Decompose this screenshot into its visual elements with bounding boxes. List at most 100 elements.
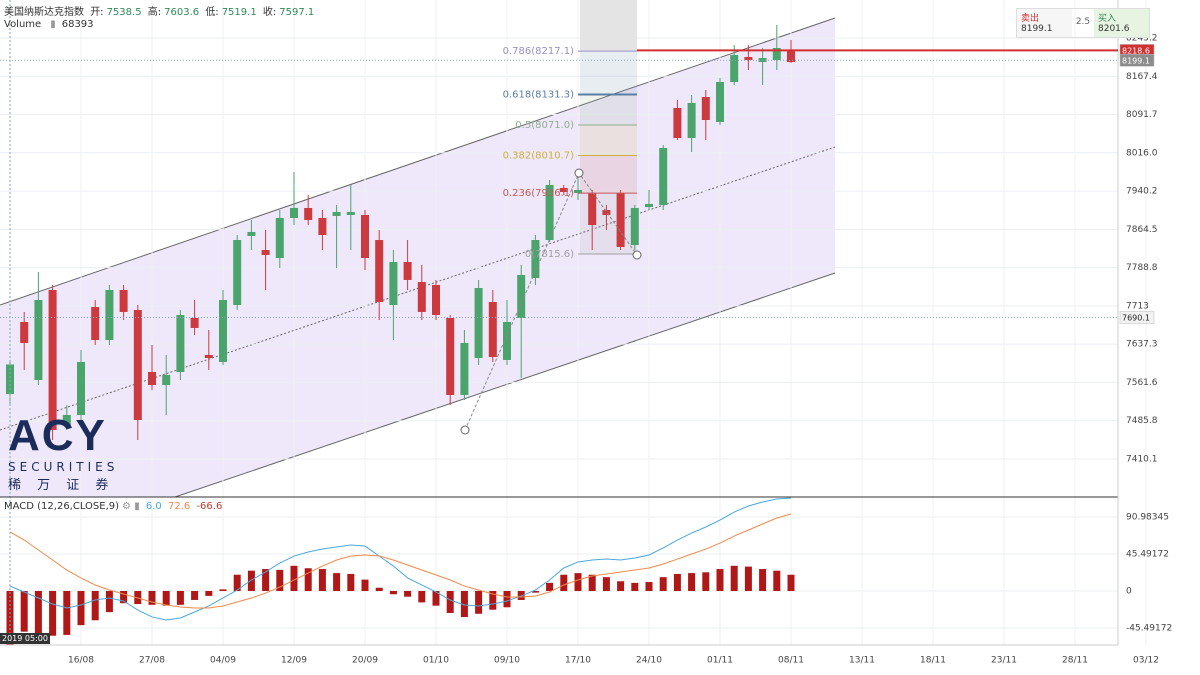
candle-body: [133, 309, 142, 420]
candle-body: [148, 371, 156, 385]
macd-histogram-bar: [418, 591, 426, 603]
candle-body: [6, 364, 14, 395]
price-tag: [1119, 311, 1155, 324]
volume-value: 68393: [61, 19, 94, 30]
candle-body: [233, 240, 242, 305]
ohlc-label: 开:: [90, 7, 104, 18]
fib-label: 0.382(8010.7): [503, 150, 575, 161]
candle-body: [659, 147, 668, 205]
y-tick-label: 7637.3: [1126, 340, 1158, 350]
candle-body: [247, 231, 256, 236]
macd-histogram-bar: [105, 591, 113, 613]
x-tick-label: 16/08: [68, 656, 94, 666]
macd-histogram-bar: [375, 587, 383, 592]
y-tick-label: 7561.6: [1126, 378, 1158, 388]
candle-body: [701, 97, 710, 121]
macd-title: MACD (12,26,CLOSE,9): [4, 501, 120, 512]
macd-histogram-bar: [574, 573, 582, 592]
sell-price: 8199.1: [1021, 24, 1053, 34]
y-tick-label: 7485.8: [1126, 416, 1158, 426]
macd-histogram-bar: [148, 591, 156, 605]
macd-histogram-bar: [560, 574, 568, 592]
fib-label: 0.618(8131.3): [503, 90, 575, 101]
macd-histogram-bar: [276, 569, 284, 592]
y-tick-label: 90.98345: [1126, 513, 1169, 523]
macd-histogram-bar: [744, 566, 752, 592]
candle-body: [219, 299, 227, 362]
macd-histogram-bar: [716, 569, 724, 592]
candle-body: [91, 307, 100, 341]
ohlc-value: 7519.1: [221, 7, 257, 18]
macd-histogram-bar: [304, 568, 312, 592]
ohlc-label: 高:: [147, 7, 162, 18]
macd-histogram-bar: [290, 565, 298, 592]
macd-histogram-bar: [631, 582, 639, 592]
icon[interactable]: ▮: [50, 19, 56, 30]
x-tick-label: 17/10: [565, 656, 591, 666]
candle-body: [304, 207, 313, 221]
candle-body: [275, 217, 284, 258]
candle-body: [630, 207, 639, 246]
candle-body: [261, 250, 270, 255]
y-tick-label: 45.49172: [1126, 550, 1169, 560]
candle-body: [204, 354, 213, 358]
y-tick-label: 8091.7: [1126, 110, 1158, 120]
x-tick-label: 09/10: [494, 656, 520, 666]
candle-body: [318, 217, 327, 236]
macd-histogram-bar: [759, 569, 767, 592]
macd-histogram-bar: [489, 591, 497, 610]
x-tick-label: 13/11: [849, 656, 875, 666]
macd-histogram-bar: [6, 591, 14, 646]
macd-histogram-bar: [787, 574, 795, 592]
anchor-point[interactable]: [574, 168, 584, 178]
x-tick-label: 18/11: [920, 656, 946, 666]
candle-body: [375, 240, 384, 303]
macd-histogram-bar: [91, 591, 99, 621]
candle-body: [62, 414, 71, 425]
candle-body: [616, 192, 625, 247]
macd-histogram-bar: [162, 591, 170, 606]
candle-body: [77, 361, 85, 415]
y-tick-label: 7713: [1126, 301, 1149, 311]
fib-zone: [580, 94, 637, 126]
fib-anchor-path: [464, 171, 638, 431]
candle-body: [673, 107, 682, 138]
macd-histogram-bar: [247, 570, 255, 592]
logo-line: SECURITIES: [8, 460, 119, 474]
macd-value: 72.6: [167, 501, 191, 512]
sell-button[interactable]: 卖出 8199.1: [1017, 9, 1072, 37]
buy-price: 8201.6: [1098, 24, 1130, 34]
macd-histogram-bar: [49, 591, 57, 636]
macd-legend: MACD (12,26,CLOSE,9) ⚙ ▮ 6.0 72.6 -66.6: [4, 501, 225, 512]
candle-body: [162, 374, 171, 385]
macd-histogram-bar: [531, 591, 539, 593]
anchor-point[interactable]: [632, 250, 642, 260]
anchor-point[interactable]: [460, 425, 470, 435]
header: 美国纳斯达克指数 开: 7538.5 高: 7603.6 低: 7519.1 收: 75…: [4, 3, 317, 18]
macd-histogram-bar: [233, 574, 241, 592]
price-tag-label: 7690.1: [1122, 313, 1150, 322]
x-tick-label: 27/08: [139, 656, 165, 666]
macd-histogram-bar: [120, 591, 128, 604]
candle-body: [460, 342, 469, 395]
candle-body: [602, 209, 611, 215]
icon[interactable]: ⚙ ▮: [122, 501, 140, 512]
candle-body: [488, 302, 497, 357]
candle-body: [559, 188, 568, 193]
candle-body: [119, 289, 128, 312]
buy-button[interactable]: 买入 8201.6: [1094, 9, 1149, 37]
candle-body: [730, 54, 739, 83]
price-tag-label: 8218.6: [1122, 46, 1150, 55]
macd-histogram-bar: [673, 573, 681, 592]
spread: 2.5: [1075, 17, 1091, 27]
candle-body: [772, 48, 781, 60]
ohlc-label: 低:: [205, 7, 219, 18]
macd-histogram-bar: [460, 591, 468, 618]
x-tick-label: 08/11: [778, 656, 804, 666]
macd-histogram-bar: [475, 591, 483, 614]
buy-label: 买入: [1098, 14, 1117, 24]
x-tick-label: 04/09: [210, 656, 236, 666]
